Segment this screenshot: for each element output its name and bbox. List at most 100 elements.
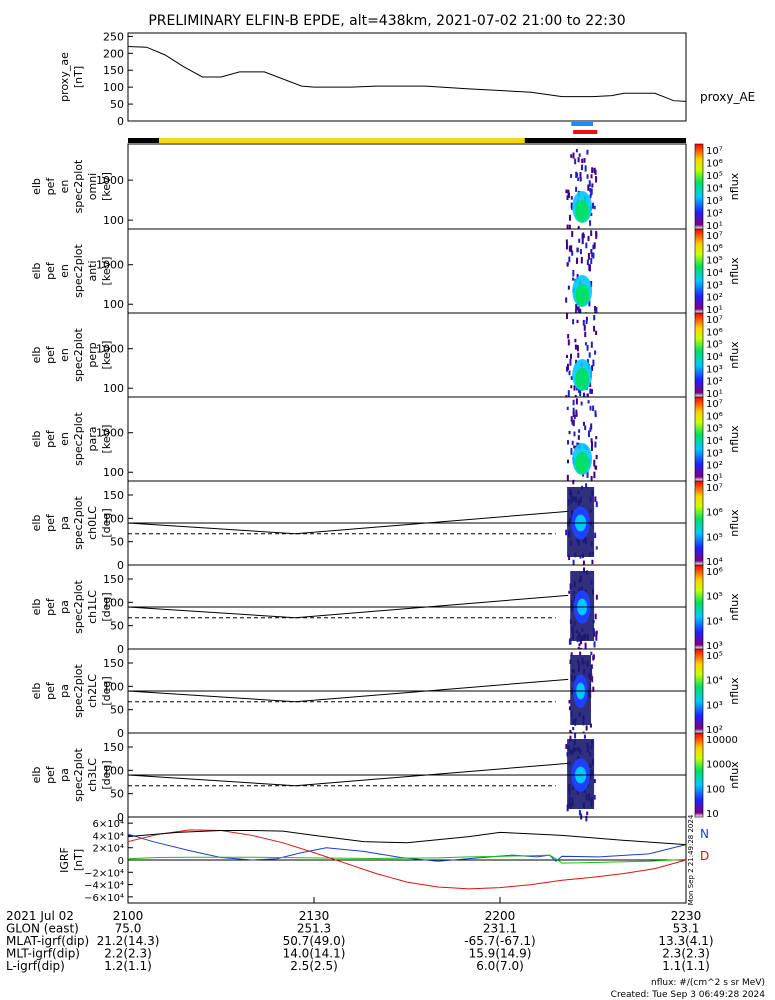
y-axis-label: spec2plot bbox=[72, 412, 85, 466]
flux-speck bbox=[581, 158, 584, 164]
loss-cone-line bbox=[127, 678, 569, 703]
flux-core-inner bbox=[575, 368, 589, 390]
x-row-label: MLT-igrf(dip) bbox=[6, 947, 80, 961]
x-row-value: 231.1 bbox=[483, 922, 517, 936]
colorbar-tick-label: 10⁵ bbox=[706, 256, 723, 267]
panel-proxy-ae: 250 200 150 100 50 0 proxy_AE bbox=[103, 30, 755, 128]
x-row-value: 1.1(1.1) bbox=[662, 959, 710, 973]
flux-speck bbox=[588, 352, 591, 358]
flux-speck bbox=[576, 247, 579, 253]
flux-speck bbox=[585, 319, 588, 324]
flux-speck bbox=[570, 353, 573, 359]
flux-speck bbox=[576, 345, 579, 352]
flux-speck bbox=[590, 438, 593, 443]
flux-core-inner bbox=[575, 452, 589, 474]
y-axis-label: elb bbox=[30, 599, 43, 616]
colorbar-tick-label: 10⁵ bbox=[706, 171, 723, 182]
flux-speck bbox=[594, 532, 597, 539]
y-tick-label: 50 bbox=[110, 536, 124, 549]
flux-speck bbox=[567, 440, 570, 445]
flux-speck bbox=[595, 594, 598, 600]
flux-speck bbox=[589, 187, 592, 193]
y-axis-label: [deg] bbox=[100, 760, 113, 789]
proxy-ae-line bbox=[127, 46, 687, 102]
flux-speck bbox=[586, 259, 589, 266]
colorbar bbox=[694, 732, 704, 818]
flux-speck bbox=[570, 448, 573, 455]
igrf-side-timestamp: Mon Sep 2 21:49:28 2024 bbox=[687, 814, 695, 905]
flux-speck bbox=[579, 390, 582, 396]
x-row-value: 50.7(49.0) bbox=[283, 934, 346, 948]
flux-speck bbox=[568, 699, 571, 704]
science-zone-bar-red bbox=[573, 130, 598, 134]
flux-speck bbox=[592, 202, 595, 209]
flux-speck bbox=[590, 212, 593, 216]
flux-speck bbox=[583, 158, 586, 163]
flux-speck bbox=[582, 232, 585, 239]
flux-speck bbox=[587, 235, 590, 241]
flux-speck bbox=[566, 354, 569, 359]
flux-speck bbox=[593, 779, 596, 784]
y-axis-label: elb bbox=[30, 347, 43, 364]
flux-speck bbox=[566, 195, 569, 201]
flux-speck bbox=[572, 411, 575, 417]
panel-frame bbox=[127, 32, 687, 122]
flux-speck bbox=[570, 245, 573, 253]
panel-bg bbox=[128, 229, 686, 313]
plot-title: PRELIMINARY ELFIN-B EPDE, alt=438km, 202… bbox=[148, 13, 625, 29]
panel-pef_pa_spec2plot_ch2LC: 150 100 50 0 10⁵ 10⁴ 10³ 10² nflux bbox=[103, 648, 741, 740]
colorbar-tick-label: 10² bbox=[706, 293, 723, 304]
y-axis-label: spec2plot bbox=[72, 244, 85, 298]
colorbar-tick-label: 10² bbox=[706, 461, 723, 472]
y-tick-label: 0 bbox=[117, 727, 124, 740]
flux-speck bbox=[576, 257, 579, 263]
colorbar-tick-label: 10⁷ bbox=[706, 399, 723, 410]
flux-speck bbox=[571, 420, 574, 425]
flux-speck bbox=[583, 567, 586, 574]
flux-speck bbox=[580, 401, 583, 406]
y-tick-label: 100 bbox=[103, 596, 124, 609]
flux-speck bbox=[575, 148, 578, 153]
y-tick-label: 0 bbox=[117, 643, 124, 656]
flux-speck bbox=[574, 344, 577, 350]
colorbar-tick-label: 10³ bbox=[706, 364, 723, 375]
colorbar-tick-label: 1000 bbox=[706, 760, 731, 771]
flux-speck bbox=[590, 389, 593, 394]
flux-speck bbox=[565, 744, 568, 749]
y-axis-label: pa bbox=[58, 684, 71, 698]
flux-speck bbox=[567, 459, 570, 464]
flux-speck bbox=[569, 735, 572, 742]
flux-speck bbox=[572, 319, 575, 325]
x-row-value: 15.9(14.9) bbox=[469, 947, 532, 961]
y-axis-label: pef bbox=[44, 681, 57, 700]
flux-speck bbox=[568, 370, 571, 376]
x-row-value: 1.2(1.1) bbox=[104, 959, 152, 973]
y-axis-label: pa bbox=[58, 516, 71, 530]
flux-speck bbox=[593, 325, 596, 332]
flux-speck bbox=[590, 174, 593, 179]
flux-speck bbox=[586, 811, 589, 816]
y-axis-label: [keV] bbox=[100, 341, 113, 370]
science-zone-bar-blue bbox=[571, 122, 593, 126]
y-axis-label: IGRF bbox=[58, 847, 71, 873]
flux-speck bbox=[588, 300, 591, 307]
y-tick-label: 100 bbox=[103, 382, 124, 395]
colorbar-label: nflux bbox=[728, 593, 741, 621]
y-axis-label: pa bbox=[58, 600, 71, 614]
flux-speck bbox=[593, 205, 596, 210]
colorbar-tick-label: 10⁴ bbox=[706, 436, 723, 447]
footer-units: nflux: #/(cm^2 s sr MeV) bbox=[651, 978, 765, 988]
y-tick-label: 0 bbox=[118, 856, 124, 867]
y-axis-label: en bbox=[58, 264, 71, 278]
colorbar-tick-label: 10⁵ bbox=[706, 532, 723, 543]
colorbar-tick-label: 10⁶ bbox=[706, 411, 723, 422]
flux-speck bbox=[590, 341, 593, 348]
y-axis-label: pef bbox=[44, 597, 57, 616]
colorbar-tick-label: 10000 bbox=[706, 735, 738, 746]
flux-speck bbox=[574, 158, 577, 165]
x-row-value: 75.0 bbox=[115, 922, 142, 936]
flux-speck bbox=[585, 483, 588, 489]
flux-speck bbox=[566, 363, 569, 371]
